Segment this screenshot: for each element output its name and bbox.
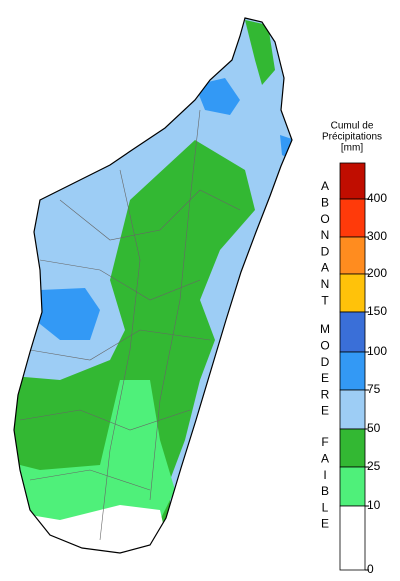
tick-label: 50 xyxy=(367,421,381,435)
legend-title: Précipitations xyxy=(322,132,382,143)
tick-label: 0 xyxy=(367,562,374,576)
legend-letter: A xyxy=(321,261,329,275)
legend-letter: R xyxy=(321,387,330,401)
legend-swatch xyxy=(339,505,366,571)
legend-swatch xyxy=(339,162,366,200)
legend-letter: D xyxy=(321,355,330,369)
legend-letter: E xyxy=(321,404,329,418)
tick-label: 150 xyxy=(367,304,387,318)
legend-letter: O xyxy=(320,212,329,226)
tick-label: 300 xyxy=(367,229,387,243)
legend-letter: N xyxy=(321,277,330,291)
legend-letter: E xyxy=(321,371,329,385)
map xyxy=(14,18,292,553)
legend-title: [mm] xyxy=(341,143,363,154)
tick-label: 100 xyxy=(367,344,387,358)
legend-letter: F xyxy=(321,435,328,449)
legend-letter: B xyxy=(321,195,329,209)
legend-letter: A xyxy=(321,451,329,465)
legend-letter: T xyxy=(321,293,329,307)
legend-letter: A xyxy=(321,179,329,193)
legend-letter: N xyxy=(321,228,330,242)
legend-swatch xyxy=(339,428,366,468)
legend-swatch xyxy=(339,389,366,430)
legend-letter: M xyxy=(320,322,330,336)
tick-label: 10 xyxy=(367,498,381,512)
legend-letter: I xyxy=(323,468,326,482)
tick-label: 25 xyxy=(367,459,381,473)
legend-letter: B xyxy=(321,484,329,498)
legend-letter: D xyxy=(321,244,330,258)
legend-swatch xyxy=(339,466,366,507)
legend-swatch xyxy=(339,236,366,275)
legend-letter: L xyxy=(322,500,329,514)
tick-label: 200 xyxy=(367,266,387,280)
legend-swatch xyxy=(339,311,366,353)
legend-swatch xyxy=(339,273,366,313)
tick-label: 75 xyxy=(367,382,381,396)
legend-letter: O xyxy=(320,338,329,352)
tick-label: 400 xyxy=(367,191,387,205)
legend-title: Cumul de xyxy=(331,121,374,132)
legend-swatch xyxy=(339,351,366,391)
legend-swatch xyxy=(339,198,366,238)
legend-letter: E xyxy=(321,517,329,531)
